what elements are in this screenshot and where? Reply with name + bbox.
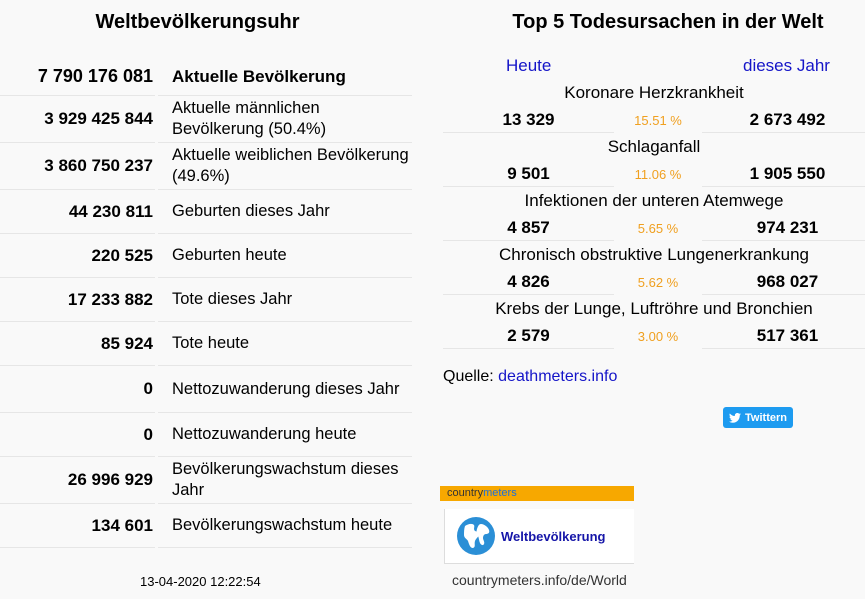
cause-today-value: 13 329 [502,110,555,129]
population-value: 44 230 811 [68,201,153,221]
population-value: 26 996 929 [67,470,153,489]
population-value: 7 790 176 081 [37,65,153,86]
population-label: Geburten dieses Jahr [172,202,330,220]
cause-today-value: 4 826 [507,272,550,291]
timestamp: 13-04-2020 12:22:54 [140,574,261,589]
cause-name: Koronare Herzkrankheit [564,83,744,102]
population-value: 3 929 425 844 [44,109,153,128]
cause-today-value: 9 501 [507,164,550,183]
source-link[interactable]: deathmeters.info [498,368,618,385]
countrymeters-logo[interactable]: countrymeters [447,487,517,499]
globe-icon [457,517,495,555]
population-label: Aktuelle weiblichen Bevölkerung (49.6%) [172,146,409,185]
widget-header-bar [440,486,634,501]
population-value: 134 601 [91,515,153,535]
population-row: 85 924 Tote heute [0,322,412,365]
population-value: 0 [143,424,153,444]
cause-today-value: 4 857 [507,218,550,237]
cause-percent: 5.62 % [637,275,679,290]
population-row: 3 860 750 237 Aktuelle weiblichen Bevölk… [0,143,412,189]
widget-label: Weltbevölkerung [501,528,606,544]
cause-percent: 5.65 % [637,221,679,236]
cause-year-value: 517 361 [756,326,819,345]
population-row: 7 790 176 081 Aktuelle Bevölkerung [0,57,412,95]
population-row: 3 929 425 844 Aktuelle männlichen Bevölk… [0,96,412,142]
cause-year-value: 968 027 [756,272,819,291]
population-label: Bevölkerungswachstum dieses Jahr [172,460,399,499]
column-header-today: Heute [506,56,552,75]
causes-of-death-title: Top 5 Todesursachen in der Welt [512,11,824,33]
cause-today-value: 2 579 [507,326,550,345]
population-row: 220 525 Geburten heute [0,234,412,277]
cause-name: Krebs der Lunge, Luftröhre und Bronchien [495,299,813,318]
source-line: Quelle: deathmeters.info [443,368,617,386]
population-value: 3 860 750 237 [44,156,153,175]
population-row: 0 Nettozuwanderung dieses Jahr [0,366,412,412]
tweet-label: Twittern [745,411,787,424]
cause-year-value: 2 673 492 [749,110,826,129]
population-row: 44 230 811 Geburten dieses Jahr [0,190,412,233]
cause-percent: 3.00 % [637,329,679,344]
column-header-year: dieses Jahr [743,56,830,75]
tweet-button[interactable]: Twittern [723,407,793,428]
population-label: Geburten heute [172,246,287,264]
cause-percent: 15.51 % [634,113,682,128]
population-label: Tote heute [172,334,250,352]
world-population-widget[interactable]: Weltbevölkerung [444,509,634,564]
cause-name: Infektionen der unteren Atemwege [524,191,784,210]
population-label: Aktuelle Bevölkerung [172,66,346,86]
cause-year-value: 1 905 550 [749,164,826,183]
cause-percent: 11.06 % [634,167,682,182]
population-row: 0 Nettozuwanderung heute [0,413,412,456]
population-value: 85 924 [101,333,153,353]
population-row: 17 233 882 Tote dieses Jahr [0,278,412,321]
population-value: 17 233 882 [67,289,153,309]
population-label: Bevölkerungswachstum heute [172,516,393,534]
population-label: Nettozuwanderung heute [172,425,357,443]
population-row: 26 996 929 Bevölkerungswachstum dieses J… [0,457,412,503]
cause-year-value: 974 231 [756,218,819,237]
widget-url[interactable]: countrymeters.info/de/World [452,572,627,588]
population-label: Tote dieses Jahr [172,290,293,308]
population-clock-panel: Weltbevölkerungsuhr 7 790 176 081 Aktuel… [0,0,412,599]
source-label: Quelle: [443,368,494,385]
cause-name: Chronisch obstruktive Lungenerkrankung [499,245,809,264]
population-row: 134 601 Bevölkerungswachstum heute [0,504,412,547]
population-value: 0 [143,379,153,398]
population-clock-title: Weltbevölkerungsuhr [95,11,300,33]
cause-name: Schlaganfall [607,137,701,156]
population-label: Nettozuwanderung dieses Jahr [172,379,400,398]
population-value: 220 525 [91,245,153,265]
twitter-bird-icon [729,412,742,423]
population-label: Aktuelle männlichen Bevölkerung (50.4%) [172,99,327,138]
